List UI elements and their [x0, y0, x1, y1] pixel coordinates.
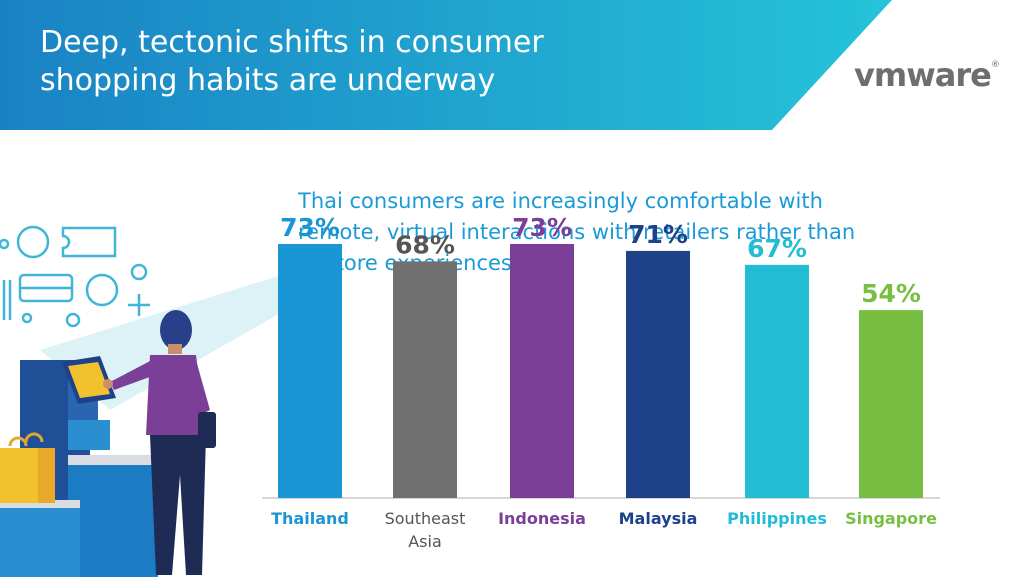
value-label-philippines: 67%: [747, 234, 807, 263]
title-line-1: Deep, tectonic shifts in consumer: [40, 25, 544, 60]
category-label-thailand: Thailand: [271, 509, 349, 528]
bar-southeast-asia: [393, 261, 457, 498]
category-label-southeast-asia-line-2: Asia: [408, 532, 442, 551]
value-label-indonesia: 73%: [512, 213, 572, 242]
value-label-malaysia: 71%: [628, 220, 688, 249]
title-line-2: shopping habits are underway: [40, 63, 496, 98]
value-label-southeast-asia: 68%: [395, 230, 455, 259]
bar-indonesia: [510, 243, 574, 498]
bar-philippines: [745, 264, 809, 498]
page-title: Deep, tectonic shifts in consumer shoppi…: [40, 24, 660, 100]
category-label-singapore: Singapore: [845, 509, 937, 528]
vmware-logo: vmware®: [854, 56, 1000, 94]
bar-malaysia: [626, 250, 690, 498]
logo-text: vmware: [854, 56, 992, 94]
bar-singapore: [859, 310, 923, 498]
value-label-thailand: 73%: [280, 213, 340, 242]
category-label-southeast-asia-line-1: Southeast: [385, 509, 466, 528]
category-label-malaysia: Malaysia: [619, 509, 698, 528]
header-banner: [0, 0, 892, 130]
category-label-indonesia: Indonesia: [498, 509, 586, 528]
bar-thailand: [278, 243, 342, 498]
kiosk-shopper-illustration: [0, 225, 300, 577]
category-label-philippines: Philippines: [727, 509, 827, 528]
logo-registered-mark: ®: [990, 60, 1000, 70]
value-label-singapore: 54%: [861, 279, 921, 308]
